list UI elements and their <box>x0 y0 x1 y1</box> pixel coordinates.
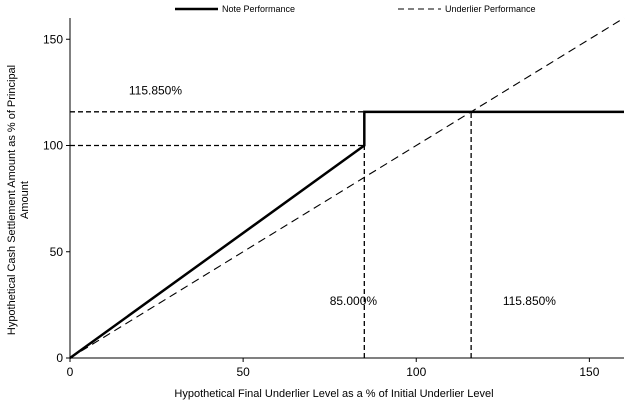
y-tick-label: 150 <box>43 32 63 46</box>
x-tick-label: 150 <box>579 365 599 379</box>
x-tick-label: 50 <box>236 365 250 379</box>
series-line-note-performance <box>69 110 624 360</box>
y-axis-label-line-2: Amount <box>19 181 31 219</box>
x-tick-label: 0 <box>67 365 74 379</box>
series-lines <box>69 17 625 360</box>
reference-lines <box>70 111 472 358</box>
series-line-underlier-performance <box>69 17 625 359</box>
y-axis-label: Hypothetical Cash Settlement Amount as %… <box>6 65 31 335</box>
annotations: 115.850% 85.000% 115.850% <box>129 84 556 308</box>
y-tick-label: 50 <box>50 245 64 259</box>
legend-label-underlier-performance: Underlier Performance <box>445 4 536 14</box>
axes <box>66 18 624 362</box>
tick-labels: 0 50 100 150 0 50 100 150 <box>43 32 600 379</box>
legend-label-note-performance: Note Performance <box>222 4 295 14</box>
x-tick-label: 100 <box>406 365 426 379</box>
y-tick-label: 100 <box>43 139 63 153</box>
annotation-label: 115.850% <box>129 84 182 98</box>
legend: Note Performance Underlier Performance <box>175 4 536 14</box>
y-axis-label-line-1: Hypothetical Cash Settlement Amount as %… <box>6 65 18 335</box>
annotation-label: 115.850% <box>503 294 556 308</box>
x-axis-label: Hypothetical Final Underlier Level as a … <box>174 388 493 400</box>
y-tick-label: 0 <box>56 351 63 365</box>
annotation-label: 85.000% <box>330 294 378 308</box>
